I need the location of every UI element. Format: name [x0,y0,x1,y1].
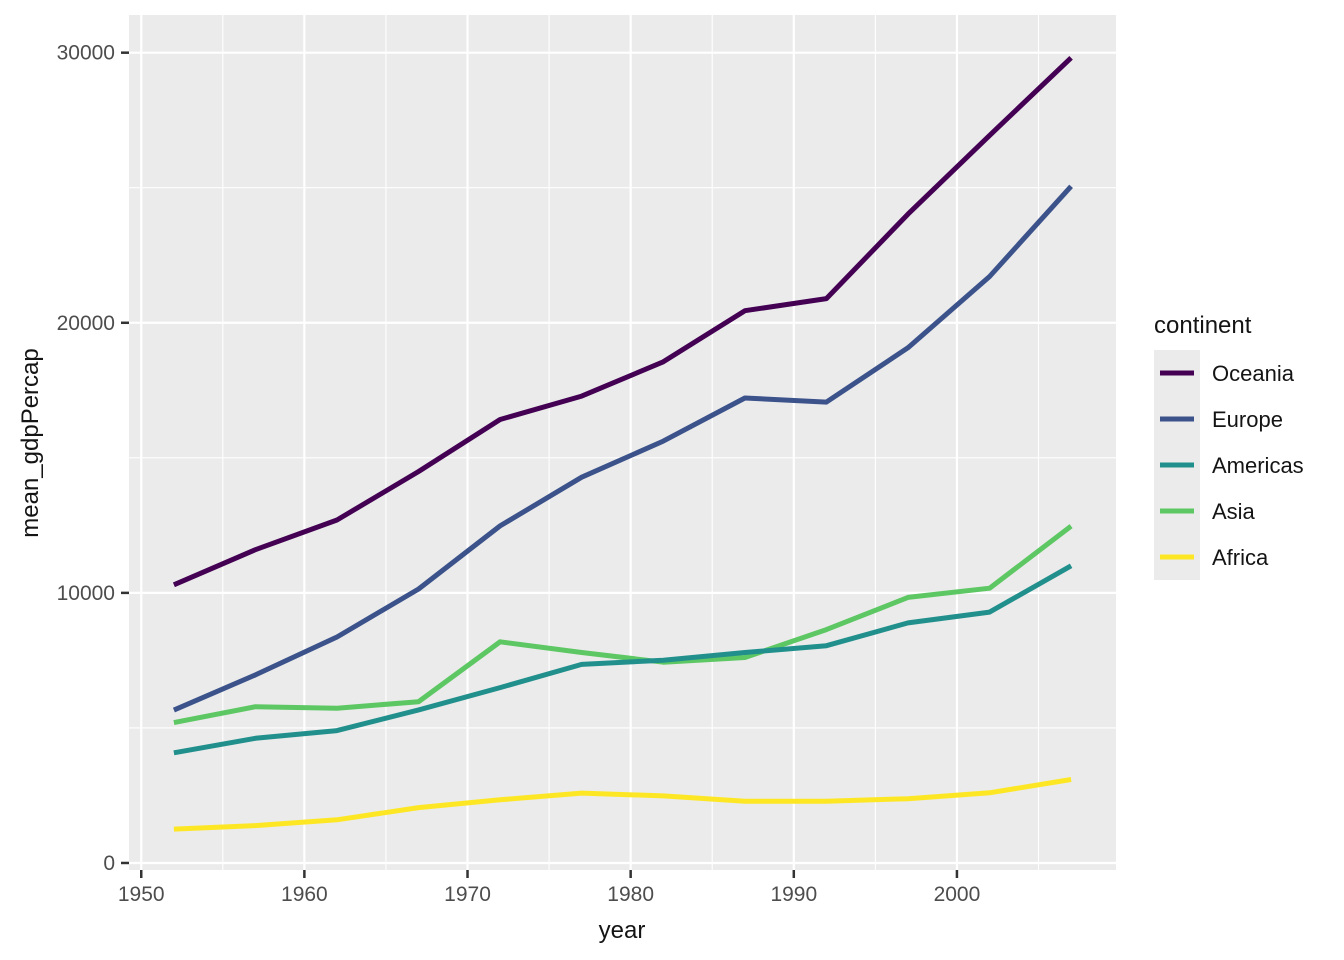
legend-label: Oceania [1212,361,1295,386]
series-line-americas [173,563,1073,756]
x-tick-label: 1960 [281,883,328,906]
legend-item-oceania: Oceania [1154,350,1295,396]
x-tick-label: 1980 [607,883,654,906]
legend: continent Oceania Europe Americas Asia Afric… [1154,312,1304,580]
series-line-oceania [172,55,1073,588]
legend-label: Europe [1212,407,1283,432]
legend-item-asia: Asia [1154,488,1256,534]
legend-label: Americas [1212,453,1304,478]
legend-label: Africa [1212,545,1269,570]
legend-item-europe: Europe [1154,396,1283,442]
y-axis-title: mean_gdpPercap [17,348,44,537]
x-tick-label: 2000 [934,883,981,906]
legend-item-americas: Americas [1154,442,1304,488]
y-tick-label: 0 [103,852,115,875]
legend-items: Oceania Europe Americas Asia Africa [1154,350,1304,580]
x-axis-title: year [599,917,646,944]
y-tick-label: 30000 [57,42,115,65]
y-tick-label: 20000 [57,312,115,335]
x-tick-label: 1950 [118,883,165,906]
panel-background [129,15,1116,870]
legend-label: Asia [1212,499,1256,524]
series-line-africa [173,777,1072,832]
x-tick-label: 1990 [770,883,817,906]
x-tick-label: 1970 [444,883,491,906]
series-line-europe [172,184,1073,713]
y-tick-label: 10000 [57,582,115,605]
legend-item-africa: Africa [1154,534,1269,580]
series-line-asia [173,524,1073,726]
legend-title: continent [1154,312,1252,339]
